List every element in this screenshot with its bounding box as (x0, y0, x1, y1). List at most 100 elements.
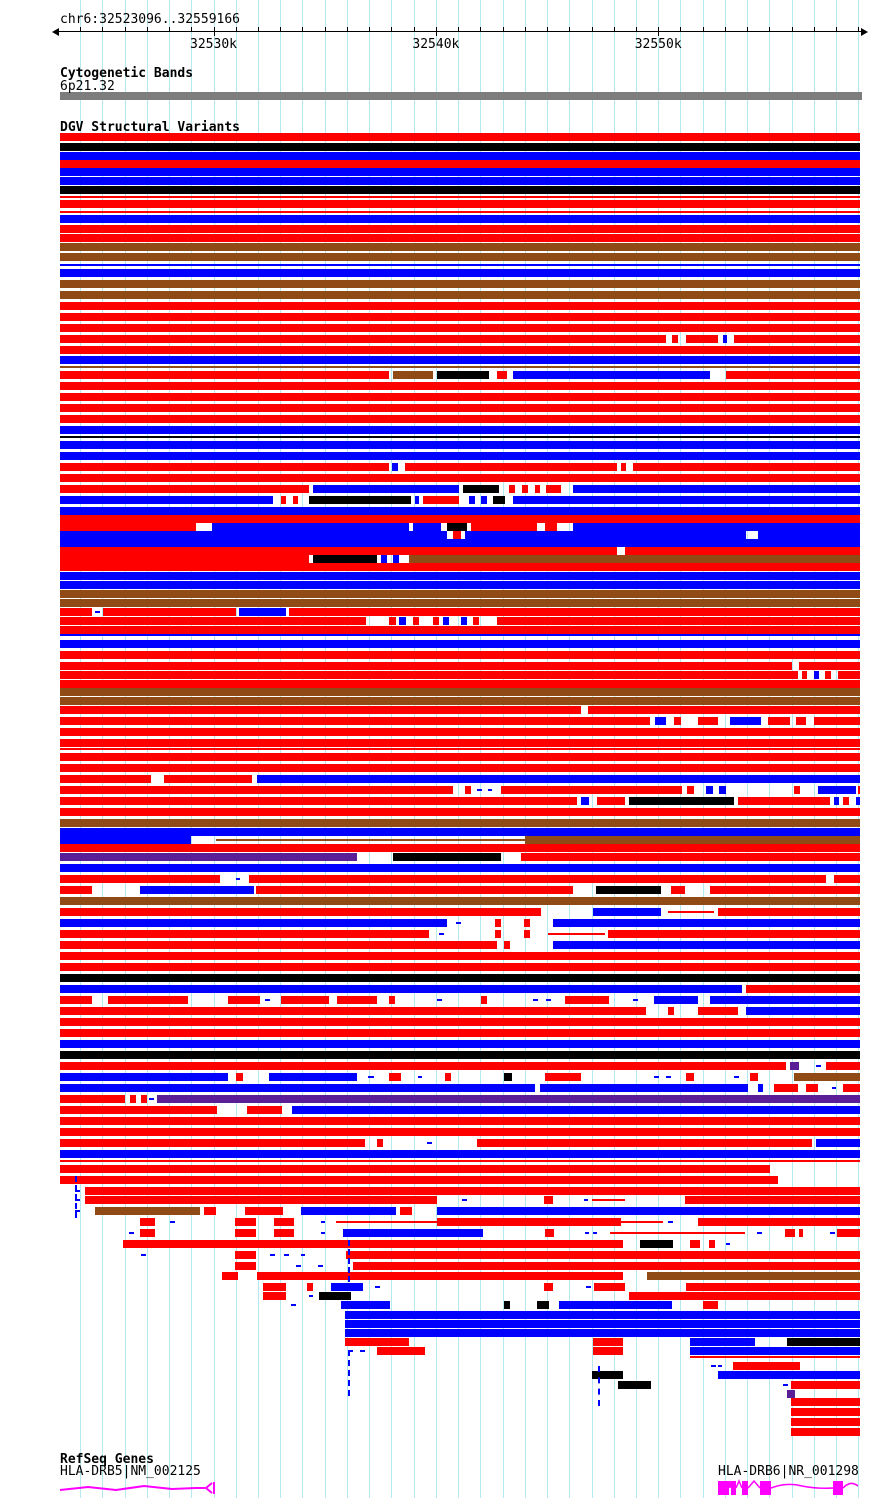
variant-bar[interactable] (523, 930, 530, 938)
variant-bar[interactable] (60, 234, 861, 242)
variant-bar[interactable] (60, 680, 861, 688)
variant-bar[interactable] (790, 1428, 861, 1436)
variant-bar[interactable] (274, 1218, 295, 1226)
variant-bar[interactable] (164, 775, 253, 783)
variant-bar[interactable] (581, 797, 590, 805)
variant-bar[interactable] (858, 786, 861, 794)
variant-bar[interactable] (60, 485, 309, 493)
variant-bar[interactable] (833, 797, 840, 805)
variant-bar[interactable] (584, 1232, 590, 1234)
variant-bar[interactable] (446, 523, 468, 531)
variant-bar[interactable] (60, 196, 861, 198)
variant-bar[interactable] (60, 356, 861, 364)
variant-bar[interactable] (75, 1210, 80, 1212)
variant-bar[interactable] (274, 1229, 295, 1237)
variant-insertion-dash[interactable] (347, 1240, 350, 1282)
variant-bar[interactable] (719, 786, 726, 794)
variant-bar[interactable] (798, 1229, 804, 1237)
variant-bar[interactable] (545, 523, 558, 531)
variant-bar[interactable] (745, 1007, 861, 1015)
variant-bar[interactable] (289, 608, 861, 616)
variant-bar[interactable] (565, 996, 610, 1004)
variant-bar[interactable] (813, 671, 820, 679)
variant-bar[interactable] (203, 1207, 216, 1215)
variant-bar[interactable] (711, 1365, 716, 1367)
variant-bar[interactable] (60, 941, 498, 949)
variant-bar[interactable] (359, 1350, 365, 1352)
variant-bar[interactable] (60, 886, 93, 894)
variant-bar[interactable] (60, 1150, 861, 1158)
variant-bar[interactable] (60, 919, 448, 927)
variant-bar[interactable] (320, 1221, 326, 1223)
variant-bar[interactable] (685, 335, 718, 343)
variant-bar[interactable] (222, 1272, 238, 1280)
variant-bar[interactable] (469, 496, 476, 504)
variant-bar[interactable] (331, 1283, 364, 1291)
variant-bar[interactable] (733, 335, 861, 343)
variant-bar[interactable] (523, 919, 530, 927)
variant-bar[interactable] (783, 1384, 789, 1386)
variant-bar[interactable] (169, 1221, 175, 1223)
variant-bar[interactable] (60, 808, 861, 816)
variant-bar[interactable] (347, 1350, 353, 1352)
variant-bar[interactable] (60, 160, 861, 168)
variant-bar[interactable] (687, 786, 694, 794)
variant-bar[interactable] (629, 797, 734, 805)
variant-bar[interactable] (60, 662, 793, 670)
variant-bar[interactable] (545, 1229, 554, 1237)
variant-bar[interactable] (257, 1272, 623, 1280)
variant-bar[interactable] (257, 775, 861, 783)
variant-bar[interactable] (404, 463, 618, 471)
variant-bar[interactable] (157, 1095, 861, 1103)
variant-bar[interactable] (60, 404, 861, 412)
variant-bar[interactable] (60, 996, 93, 1004)
variant-bar[interactable] (60, 313, 861, 321)
variant-bar[interactable] (757, 1084, 764, 1092)
variant-bar[interactable] (787, 1390, 795, 1398)
variant-insertion-dash[interactable] (347, 1350, 350, 1396)
variant-bar[interactable] (60, 436, 861, 438)
variant-bar[interactable] (595, 886, 662, 894)
variant-bar[interactable] (796, 717, 806, 725)
variant-bar[interactable] (60, 393, 861, 401)
variant-bar[interactable] (461, 1199, 467, 1201)
variant-bar[interactable] (697, 1218, 861, 1226)
variant-bar[interactable] (60, 864, 861, 872)
variant-bar[interactable] (690, 1356, 861, 1358)
variant-bar[interactable] (703, 1301, 718, 1309)
variant-bar[interactable] (412, 523, 441, 531)
variant-bar[interactable] (312, 485, 460, 493)
variant-bar[interactable] (141, 1254, 146, 1256)
gene-exon[interactable] (742, 1481, 748, 1495)
variant-bar[interactable] (587, 706, 861, 714)
variant-bar[interactable] (60, 133, 861, 141)
variant-bar[interactable] (344, 1329, 861, 1337)
variant-bar[interactable] (629, 1292, 861, 1300)
variant-bar[interactable] (594, 1283, 625, 1291)
variant-bar[interactable] (592, 1232, 598, 1234)
variant-bar[interactable] (60, 706, 582, 714)
variant-bar[interactable] (60, 764, 861, 772)
variant-bar[interactable] (335, 1221, 437, 1223)
variant-bar[interactable] (816, 1065, 822, 1067)
gene-exon[interactable] (718, 1481, 729, 1495)
variant-bar[interactable] (706, 786, 713, 794)
variant-bar[interactable] (816, 1139, 861, 1147)
variant-bar[interactable] (268, 1073, 357, 1081)
variant-bar[interactable] (291, 1106, 861, 1114)
variant-bar[interactable] (665, 1076, 672, 1078)
variant-bar[interactable] (60, 186, 861, 194)
variant-bar[interactable] (60, 200, 861, 208)
variant-bar[interactable] (667, 1221, 673, 1223)
variant-bar[interactable] (497, 617, 861, 625)
variant-bar[interactable] (344, 1320, 861, 1328)
variant-bar[interactable] (60, 177, 861, 185)
variant-bar[interactable] (216, 839, 526, 841)
variant-bar[interactable] (537, 1301, 550, 1309)
variant-bar[interactable] (280, 996, 329, 1004)
variant-bar[interactable] (291, 1304, 296, 1306)
variant-bar[interactable] (262, 1283, 287, 1291)
variant-bar[interactable] (503, 1073, 512, 1081)
variant-bar[interactable] (60, 563, 861, 571)
variant-bar[interactable] (94, 1207, 201, 1215)
